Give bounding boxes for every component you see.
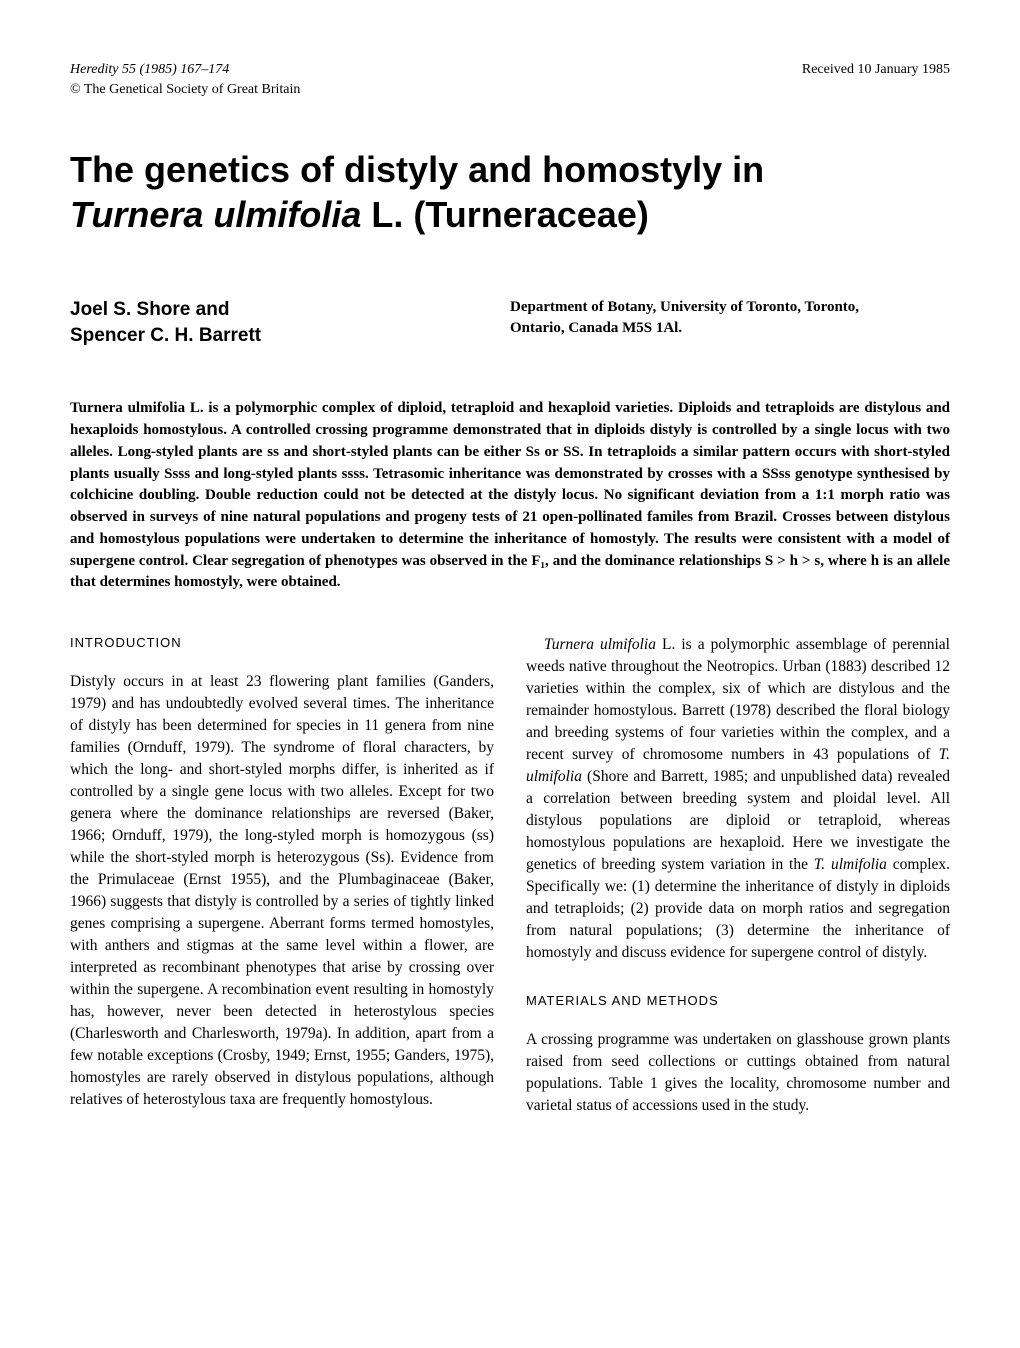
- spacer: [526, 964, 950, 992]
- species-name-1: Turnera ulmifolia: [544, 636, 656, 653]
- affiliation-line2: Ontario, Canada M5S 1Al.: [510, 318, 950, 339]
- society-line: © The Genetical Society of Great Britain: [70, 80, 300, 100]
- affiliation-line1: Department of Botany, University of Toro…: [510, 297, 950, 318]
- title-species: Turnera ulmifolia: [70, 194, 361, 235]
- intro-paragraph: Distyly occurs in at least 23 flowering …: [70, 671, 494, 1111]
- affiliation: Department of Botany, University of Toro…: [510, 297, 950, 348]
- page-header: Heredity 55 (1985) 167–174 © The Genetic…: [70, 60, 950, 99]
- title-rest: L. (Turneraceae): [361, 194, 648, 235]
- column-left: INTRODUCTION Distyly occurs in at least …: [70, 634, 494, 1116]
- methods-paragraph: A crossing programme was undertaken on g…: [526, 1029, 950, 1117]
- author-affiliation-row: Joel S. Shore and Spencer C. H. Barrett …: [70, 297, 950, 348]
- intro-continuation: Turnera ulmifolia L. is a polymorphic as…: [526, 634, 950, 964]
- text-1b: L. is a polymorphic assemblage of perenn…: [526, 636, 950, 763]
- author-1: Joel S. Shore and: [70, 297, 440, 323]
- authors: Joel S. Shore and Spencer C. H. Barrett: [70, 297, 440, 348]
- title-block: The genetics of distyly and homostyly in…: [70, 147, 950, 237]
- body-columns: INTRODUCTION Distyly occurs in at least …: [70, 634, 950, 1116]
- species-name-3: T. ulmifolia: [814, 856, 887, 873]
- author-2: Spencer C. H. Barrett: [70, 323, 440, 349]
- received-date: Received 10 January 1985: [802, 60, 950, 99]
- section-methods: MATERIALS AND METHODS: [526, 992, 950, 1010]
- article-title: The genetics of distyly and homostyly in…: [70, 147, 950, 237]
- header-left: Heredity 55 (1985) 167–174 © The Genetic…: [70, 60, 300, 99]
- journal-citation: Heredity 55 (1985) 167–174: [70, 60, 300, 80]
- section-introduction: INTRODUCTION: [70, 634, 494, 652]
- abstract: Turnera ulmifolia L. is a polymorphic co…: [70, 398, 950, 594]
- title-line1: The genetics of distyly and homostyly in: [70, 149, 764, 190]
- abstract-text: Turnera ulmifolia L. is a polymorphic co…: [70, 400, 950, 590]
- column-right: Turnera ulmifolia L. is a polymorphic as…: [526, 634, 950, 1116]
